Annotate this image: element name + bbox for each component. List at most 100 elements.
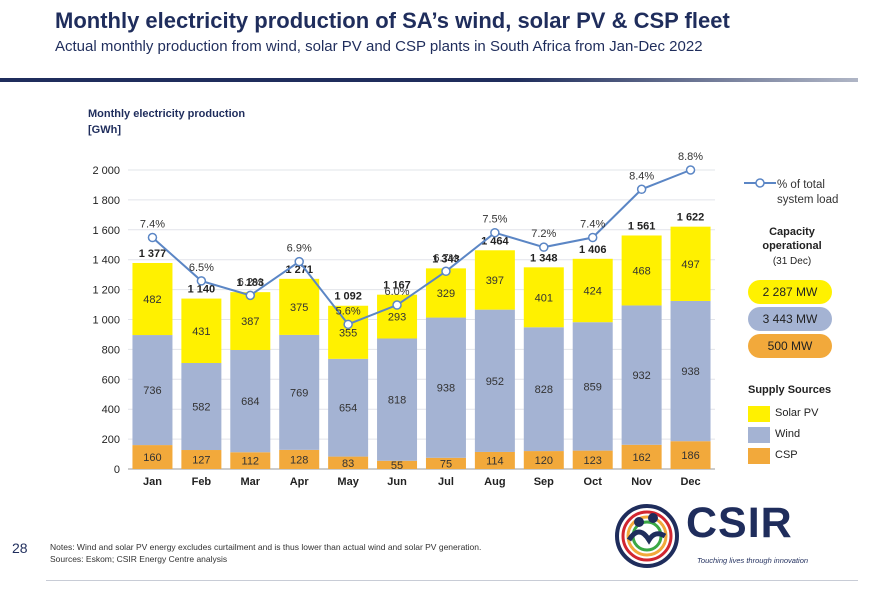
y-tick-label: 200 [102, 434, 120, 446]
bar-wind [377, 338, 418, 461]
bar-value-label: 355 [339, 327, 357, 339]
line-point [539, 242, 549, 252]
legend-line-marker [755, 178, 765, 188]
bar-csp [474, 451, 515, 469]
legend-swatch-solar [748, 406, 770, 422]
line-point [636, 184, 647, 195]
bar-csp [132, 445, 173, 469]
bar-csp [621, 444, 662, 469]
bar-value-label: 123 [584, 455, 602, 467]
legend-swatch-csp [748, 448, 770, 464]
y-axis-label: Monthly electricity production [GWh] [88, 106, 245, 138]
capacity-title-line-1: Capacity [769, 226, 815, 238]
bar-value-label: 497 [681, 259, 699, 271]
line-point [392, 300, 402, 310]
y-tick-label: 800 [102, 344, 120, 356]
bar-csp [572, 450, 613, 469]
bar-solar-pv [132, 262, 173, 336]
footnotes: Notes: Wind and solar PV energy excludes… [50, 541, 481, 565]
bar-value-label: 424 [584, 285, 602, 297]
bar-wind [474, 309, 515, 452]
bar-csp [670, 441, 711, 469]
bar-solar-pv [523, 267, 564, 328]
bar-csp [523, 451, 564, 469]
bar-value-label: 120 [535, 455, 553, 467]
bar-wind [230, 349, 271, 453]
bar-value-label: 329 [437, 288, 455, 300]
bar-value-label: 397 [486, 275, 504, 287]
line-point [245, 290, 256, 301]
bar-value-label: 952 [486, 376, 504, 388]
bar-value-label: 938 [437, 383, 455, 395]
y-tick-label: 0 [114, 464, 120, 476]
x-tick-label: Jan [143, 476, 162, 488]
line-point [343, 319, 353, 330]
y-tick-label: 2 000 [92, 165, 120, 177]
bar-value-label: 582 [192, 402, 210, 414]
line-value-label: 6.2% [238, 276, 263, 288]
bar-total-label: 1 092 [334, 291, 362, 303]
bar-csp [377, 460, 418, 469]
x-tick-label: Feb [192, 476, 212, 488]
bar-solar-pv [230, 292, 271, 350]
csir-logo-icon [615, 504, 679, 568]
bar-solar-pv [181, 298, 222, 364]
bar-value-label: 684 [241, 396, 259, 408]
line-value-label: 7.5% [482, 214, 507, 226]
bar-value-label: 431 [192, 326, 210, 338]
bar-value-label: 186 [681, 450, 699, 462]
bar-csp [230, 452, 271, 469]
footnote-notes: Notes: Wind and solar PV energy excludes… [50, 542, 482, 552]
x-tick-label: Dec [680, 476, 700, 488]
x-tick-label: Jun [387, 476, 407, 488]
bar-csp [425, 457, 466, 469]
bar-value-label: 938 [681, 366, 699, 378]
line-value-label: 8.8% [678, 151, 703, 163]
capacity-date: (31 Dec) [772, 256, 812, 267]
line-point [685, 165, 696, 175]
line-value-label: 6.9% [287, 243, 312, 255]
bar-value-label: 468 [632, 265, 650, 277]
bar-value-label: 162 [632, 452, 650, 464]
line-load-share [151, 169, 691, 326]
y-tick-label: 1 400 [92, 255, 120, 267]
page-number: 28 [12, 540, 28, 556]
bar-value-label: 114 [486, 455, 504, 467]
x-tick-label: May [337, 476, 359, 488]
line-value-label: 5.6% [336, 305, 361, 317]
x-tick-label: Apr [290, 476, 310, 488]
line-point [147, 232, 158, 243]
bar-wind [621, 305, 662, 445]
bar-wind [572, 322, 613, 451]
legend-label-csp: CSP [775, 449, 798, 461]
bar-solar-pv [621, 235, 662, 306]
x-tick-label: Sep [534, 476, 554, 488]
x-tick-label: Mar [241, 476, 261, 488]
bar-csp [328, 456, 369, 469]
y-tick-label: 1 600 [92, 225, 120, 237]
y-tick-label: 1 800 [92, 195, 120, 207]
bar-value-label: 128 [290, 454, 308, 466]
legend-label-solar: Solar PV [775, 407, 819, 419]
legend-swatch-wind [748, 427, 770, 443]
csir-logo-tagline: Touching lives through innovation [697, 556, 809, 565]
line-value-label: 6.5% [189, 262, 214, 274]
bar-value-label: 375 [290, 302, 308, 314]
line-value-label: 6.0% [385, 286, 410, 298]
bar-wind [279, 334, 320, 450]
x-tick-label: Aug [484, 476, 505, 488]
bar-wind [328, 358, 369, 457]
x-tick-label: Jul [438, 476, 454, 488]
bar-csp [181, 450, 222, 469]
bar-wind [670, 300, 711, 442]
line-point [196, 276, 207, 286]
capacity-solar-pill: 2 287 MW [748, 280, 832, 304]
bar-total-label: 1 622 [677, 212, 705, 224]
page-subtitle: Actual monthly production from wind, sol… [55, 38, 703, 55]
legend-label-wind: Wind [775, 428, 801, 440]
bar-value-label: 818 [388, 395, 406, 407]
title-divider [0, 78, 858, 82]
bar-value-label: 83 [342, 458, 354, 470]
legend-line-label-2: system load [777, 194, 839, 206]
